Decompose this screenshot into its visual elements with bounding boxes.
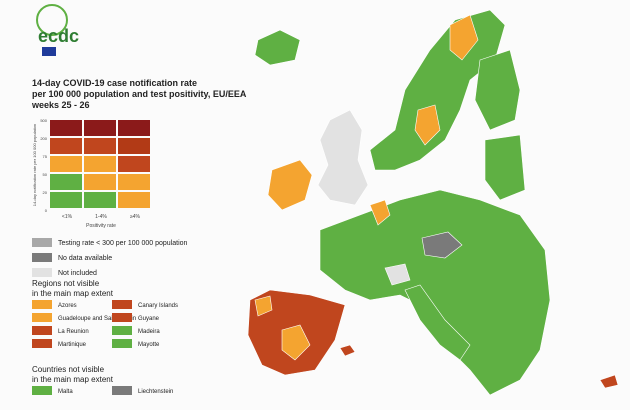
matrix-cell	[50, 120, 82, 136]
legend-swatch	[32, 339, 52, 348]
legend-swatch	[32, 386, 52, 395]
balearic	[339, 344, 356, 357]
legend-swatch	[32, 268, 52, 277]
legend-label: Mayotte	[138, 342, 160, 348]
y-tick-label: 200	[40, 136, 47, 141]
legend-label: La Reunion	[58, 329, 89, 335]
matrix-cell	[118, 120, 150, 136]
x-tick-label: 1-4%	[95, 214, 107, 220]
map	[247, 9, 619, 396]
ireland	[267, 159, 313, 211]
x-tick-label: <1%	[62, 214, 73, 220]
logo-text: ecdc	[38, 26, 79, 46]
logo: ecdc	[36, 4, 79, 56]
y-tick-label: 0	[45, 208, 48, 213]
legend-label: Martinique	[58, 342, 87, 348]
matrix-cell	[84, 192, 116, 208]
matrix-cell	[118, 174, 150, 190]
legend-label: Guadeloupe and Saint Martin	[58, 316, 136, 322]
spain-north	[254, 295, 273, 317]
legend-panel: 14-day COVID-19 case notification ratepe…	[31, 78, 247, 395]
legend-swatch	[112, 386, 132, 395]
matrix-cell	[50, 156, 82, 172]
y-tick-label: 50	[43, 172, 48, 177]
x-tick-label: ≥4%	[130, 214, 141, 220]
legend-swatch	[32, 238, 52, 247]
section-heading: Countries not visible	[32, 365, 105, 374]
legend-swatch	[32, 253, 52, 262]
matrix-cell	[118, 192, 150, 208]
section-heading: in the main map extent	[32, 289, 114, 298]
norway-north	[449, 14, 479, 61]
czechia	[421, 231, 463, 259]
legend-swatch	[112, 326, 132, 335]
matrix-cell	[50, 138, 82, 154]
netherlands	[369, 199, 391, 226]
legend-swatch	[112, 300, 132, 309]
legend-label: No data available	[58, 255, 112, 262]
finland	[474, 49, 521, 131]
y-tick-label: 75	[43, 154, 48, 159]
mainland-europe	[319, 189, 551, 396]
legend-swatch	[112, 313, 132, 322]
legend-label: Madeira	[138, 329, 160, 335]
legend-label: Liechtenstein	[138, 389, 173, 395]
baltics	[484, 134, 526, 201]
legend-label: Malta	[58, 389, 73, 395]
legend-label: Canary Islands	[138, 303, 178, 309]
legend-swatch	[32, 300, 52, 309]
y-tick-label: 500	[40, 118, 47, 123]
logo-ring	[36, 4, 68, 36]
italy	[404, 284, 471, 361]
matrix-cell	[50, 174, 82, 190]
y-axis-label: 14-day notification rate per 100 000 pop…	[32, 124, 37, 207]
cyprus	[599, 374, 619, 389]
spain-central	[281, 324, 311, 361]
matrix-cell	[118, 156, 150, 172]
section-heading: Regions not visible	[32, 279, 100, 288]
sweden-region	[414, 104, 441, 146]
matrix-cell	[50, 192, 82, 208]
matrix-cell	[84, 156, 116, 172]
iceland	[254, 29, 301, 66]
matrix-cell	[84, 138, 116, 154]
legend-label: Azores	[58, 303, 77, 309]
legend-label: Guyane	[138, 316, 160, 322]
legend-label: Not included	[58, 270, 97, 277]
legend-swatch	[32, 313, 52, 322]
switzerland	[384, 263, 411, 286]
matrix-cell	[84, 174, 116, 190]
legend-label: Testing rate < 300 per 100 000 populatio…	[58, 240, 188, 247]
title-line: 14-day COVID-19 case notification rate	[32, 78, 197, 88]
uk	[317, 109, 369, 206]
section-heading: in the main map extent	[32, 375, 114, 384]
title-line: per 100 000 population and test positivi…	[32, 89, 247, 99]
title-line: weeks 25 - 26	[31, 100, 90, 110]
matrix-cell	[118, 138, 150, 154]
y-tick-label: 20	[43, 190, 48, 195]
legend-swatch	[32, 326, 52, 335]
legend-swatch	[112, 339, 132, 348]
matrix-cell	[84, 120, 116, 136]
x-axis-label: Positivity rate	[86, 223, 116, 229]
eu-flag	[42, 47, 56, 56]
